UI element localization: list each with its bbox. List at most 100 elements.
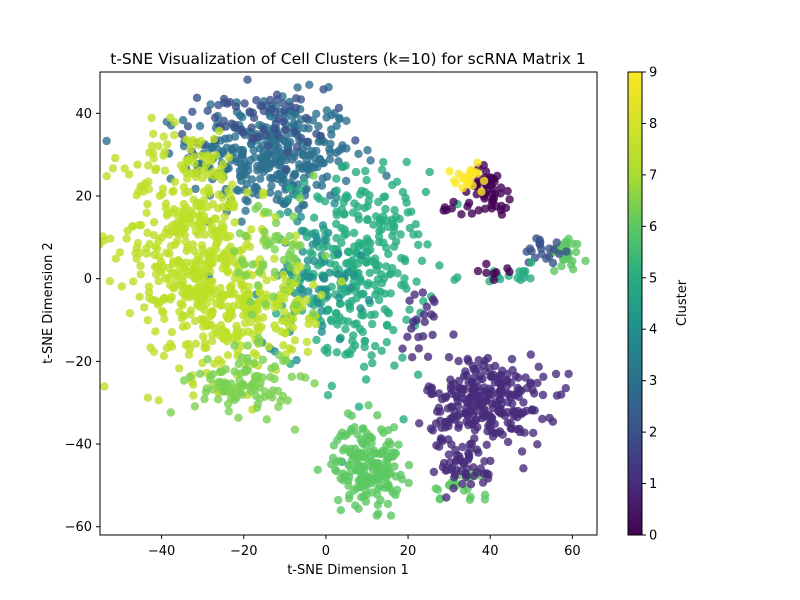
data-point-cluster-2 [211,113,219,121]
data-point-cluster-0 [465,199,473,207]
data-point-cluster-5 [300,178,308,186]
data-point-cluster-3 [262,165,270,173]
data-point-cluster-5 [375,296,383,304]
data-point-cluster-8 [191,274,199,282]
data-point-cluster-5 [414,371,422,379]
data-point-cluster-1 [449,330,457,338]
data-point-cluster-8 [201,230,209,238]
data-point-cluster-5 [333,348,341,356]
data-point-cluster-1 [518,447,526,455]
data-point-cluster-8 [199,246,207,254]
x-tick-label: 0 [322,544,330,559]
data-point-cluster-8 [143,209,151,217]
data-point-cluster-5 [423,240,431,248]
data-point-cluster-2 [243,76,251,84]
data-point-cluster-9 [452,179,460,187]
data-point-cluster-8 [106,234,114,242]
data-point-cluster-5 [349,208,357,216]
data-point-cluster-6 [354,505,362,513]
data-point-cluster-3 [267,182,275,190]
data-point-cluster-8 [106,277,114,285]
data-point-cluster-1 [436,408,444,416]
data-point-cluster-8 [191,169,199,177]
data-point-cluster-5 [379,158,387,166]
data-point-cluster-3 [299,151,307,159]
data-point-cluster-8 [206,312,214,320]
data-point-cluster-8 [199,261,207,269]
data-point-cluster-7 [191,402,199,410]
data-point-cluster-1 [480,457,488,465]
data-point-cluster-7 [230,341,238,349]
data-point-cluster-6 [358,438,366,446]
data-point-cluster-5 [356,325,364,333]
data-point-cluster-4 [346,284,354,292]
data-point-cluster-8 [296,263,304,271]
scatter-points [83,41,589,520]
colorbar-tick-label: 9 [649,66,657,81]
y-tick-label: −60 [65,520,92,535]
data-point-cluster-8 [190,159,198,167]
data-point-cluster-0 [457,210,465,218]
data-point-cluster-1 [403,333,411,341]
data-point-cluster-2 [282,165,290,173]
data-point-cluster-5 [367,351,375,359]
data-point-cluster-6 [366,472,374,480]
data-point-cluster-5 [332,220,340,228]
data-point-cluster-6 [371,449,379,457]
data-point-cluster-8 [150,154,158,162]
data-point-cluster-8 [170,131,178,139]
colorbar-title: Cluster [675,279,690,326]
data-point-cluster-6 [353,465,361,473]
data-point-cluster-7 [321,252,329,260]
data-point-cluster-8 [163,211,171,219]
data-point-cluster-8 [187,138,195,146]
x-axis: −40 −20 0 20 40 60 [148,535,581,559]
data-point-cluster-5 [352,168,360,176]
data-point-cluster-7 [280,256,288,264]
data-point-cluster-8 [183,174,191,182]
data-point-cluster-4 [324,229,332,237]
data-point-cluster-3 [295,205,303,213]
data-point-cluster-1 [469,386,477,394]
data-point-cluster-1 [408,353,416,361]
data-point-cluster-3 [196,122,204,130]
data-point-cluster-0 [440,206,448,214]
data-point-cluster-5 [337,239,345,247]
data-point-cluster-5 [526,274,534,282]
data-point-cluster-1 [464,378,472,386]
data-point-cluster-6 [550,267,558,275]
data-point-cluster-1 [552,370,560,378]
data-point-cluster-4 [365,296,373,304]
colorbar-tick-label: 5 [649,271,657,286]
data-point-cluster-2 [545,244,553,252]
data-point-cluster-7 [275,351,283,359]
data-point-cluster-1 [430,468,438,476]
data-point-cluster-1 [423,303,431,311]
data-point-cluster-8 [206,217,214,225]
data-point-cluster-1 [533,440,541,448]
data-point-cluster-2 [335,104,343,112]
chart-title: t-SNE Visualization of Cell Clusters (k=… [110,50,585,68]
data-point-cluster-5 [398,354,406,362]
data-point-cluster-3 [291,171,299,179]
data-point-cluster-5 [426,168,434,176]
data-point-cluster-1 [504,438,512,446]
data-point-cluster-5 [519,267,527,275]
data-point-cluster-3 [363,146,371,154]
data-point-cluster-9 [455,170,463,178]
data-point-cluster-8 [123,234,131,242]
data-point-cluster-6 [344,409,352,417]
data-point-cluster-7 [274,387,282,395]
data-point-cluster-8 [289,323,297,331]
data-point-cluster-7 [263,415,271,423]
data-point-cluster-5 [403,158,411,166]
data-point-cluster-7 [296,194,304,202]
data-point-cluster-0 [482,269,490,277]
data-point-cluster-6 [344,482,352,490]
data-point-cluster-4 [319,221,327,229]
data-point-cluster-8 [219,335,227,343]
data-point-cluster-1 [450,473,458,481]
data-point-cluster-1 [419,288,427,296]
data-point-cluster-8 [126,309,134,317]
data-point-cluster-5 [375,219,383,227]
